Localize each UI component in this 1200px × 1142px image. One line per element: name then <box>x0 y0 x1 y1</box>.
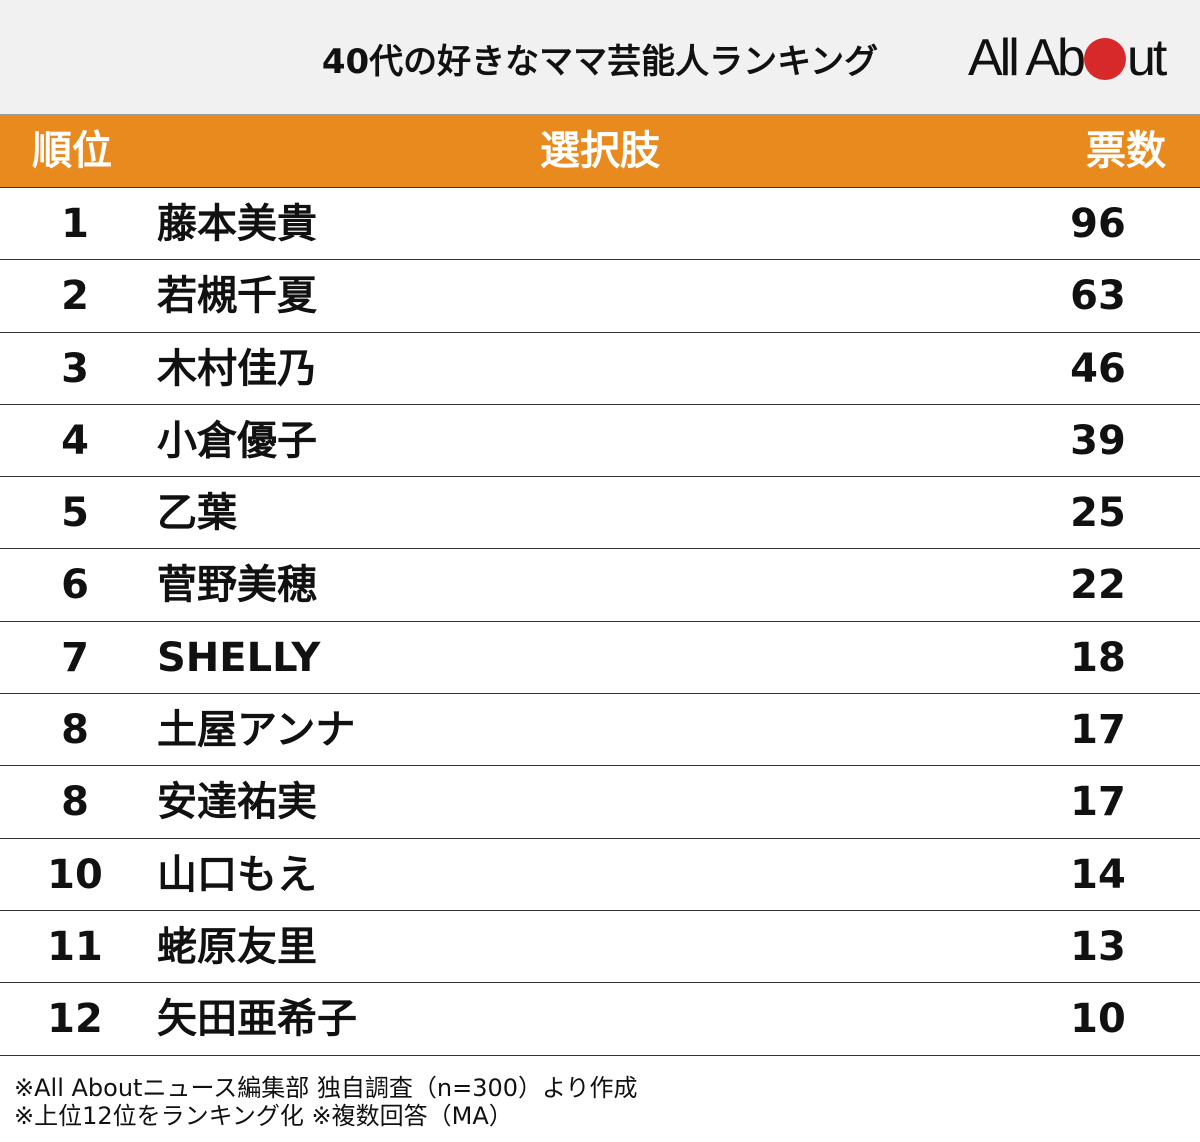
column-header-rank: 順位 <box>32 128 112 174</box>
chart-title: 40代の好きなママ芸能人ランキング <box>321 42 879 82</box>
name-cell: 土屋アンナ <box>157 707 356 754</box>
footer-notes: ※All Aboutニュース編集部 独自調査（n=300）より作成 ※上位12位… <box>14 1074 638 1130</box>
name-cell: 木村佳乃 <box>157 345 317 392</box>
votes-cell: 10 <box>1070 996 1126 1043</box>
rank-cell: 12 <box>47 996 103 1043</box>
rank-cell: 3 <box>61 345 89 392</box>
name-cell: 蛯原友里 <box>157 923 317 970</box>
column-header-votes: 票数 <box>1086 128 1166 174</box>
table-row: 3 木村佳乃 46 <box>0 333 1200 405</box>
table-row: 12 矢田亜希子 10 <box>0 983 1200 1056</box>
name-cell: 若槻千夏 <box>157 273 317 320</box>
rank-cell: 6 <box>61 562 89 609</box>
rank-cell: 11 <box>47 923 103 970</box>
table-row: 5 乙葉 25 <box>0 477 1200 550</box>
votes-cell: 13 <box>1070 923 1126 970</box>
rank-cell: 2 <box>61 273 89 320</box>
name-cell: SHELLY <box>157 634 321 681</box>
votes-cell: 39 <box>1070 417 1126 464</box>
name-cell: 小倉優子 <box>157 417 317 464</box>
table-row: 2 若槻千夏 63 <box>0 260 1200 333</box>
votes-cell: 22 <box>1070 562 1126 609</box>
votes-cell: 17 <box>1070 707 1126 754</box>
name-cell: 藤本美貴 <box>157 201 317 247</box>
rank-cell: 10 <box>47 851 103 898</box>
table-row: 11 蛯原友里 13 <box>0 911 1200 984</box>
logo-text-left: All Ab <box>968 29 1086 87</box>
chart-header: 40代の好きなママ芸能人ランキング All Ab ut <box>0 0 1200 115</box>
logo-text-right: ut <box>1126 29 1167 87</box>
name-cell: 山口もえ <box>157 851 317 898</box>
table-row: 8 土屋アンナ 17 <box>0 694 1200 767</box>
votes-cell: 46 <box>1070 345 1126 392</box>
allabout-logo: All Ab ut <box>968 29 1167 87</box>
rank-cell: 4 <box>61 417 89 464</box>
name-cell: 矢田亜希子 <box>157 996 357 1043</box>
table-row: 4 小倉優子 39 <box>0 405 1200 478</box>
table-row: 8 安達祐実 17 <box>0 766 1200 839</box>
name-cell: 乙葉 <box>157 490 237 537</box>
votes-cell: 18 <box>1070 634 1126 681</box>
table-header: 選択肢 順位 票数 <box>0 115 1200 188</box>
votes-cell: 63 <box>1070 273 1126 320</box>
table-body: 1 藤本美貴 96 2 若槻千夏 63 3 木村佳乃 46 4 小倉優子 39 5 乙葉 25 6 菅… <box>0 188 1200 1056</box>
votes-cell: 14 <box>1070 851 1126 898</box>
logo-dot-icon <box>1083 38 1126 80</box>
table-row: 6 菅野美穂 22 <box>0 549 1200 622</box>
name-cell: 菅野美穂 <box>157 562 317 609</box>
votes-cell: 96 <box>1070 201 1126 247</box>
rank-cell: 8 <box>61 707 89 754</box>
votes-cell: 17 <box>1070 779 1126 826</box>
footnote-method: ※上位12位をランキング化 ※複数回答（MA） <box>14 1102 513 1130</box>
table-row: 10 山口もえ 14 <box>0 839 1200 911</box>
name-cell: 安達祐実 <box>157 779 317 826</box>
column-header-choice: 選択肢 <box>540 128 660 174</box>
rank-cell: 7 <box>61 634 89 681</box>
rank-cell: 1 <box>61 201 89 247</box>
rank-cell: 8 <box>61 779 89 826</box>
votes-cell: 25 <box>1070 490 1126 537</box>
table-row: 7 SHELLY 18 <box>0 622 1200 695</box>
footnote-source: ※All Aboutニュース編集部 独自調査（n=300）より作成 <box>14 1074 638 1102</box>
rank-cell: 5 <box>61 490 89 537</box>
table-row: 1 藤本美貴 96 <box>0 188 1200 261</box>
